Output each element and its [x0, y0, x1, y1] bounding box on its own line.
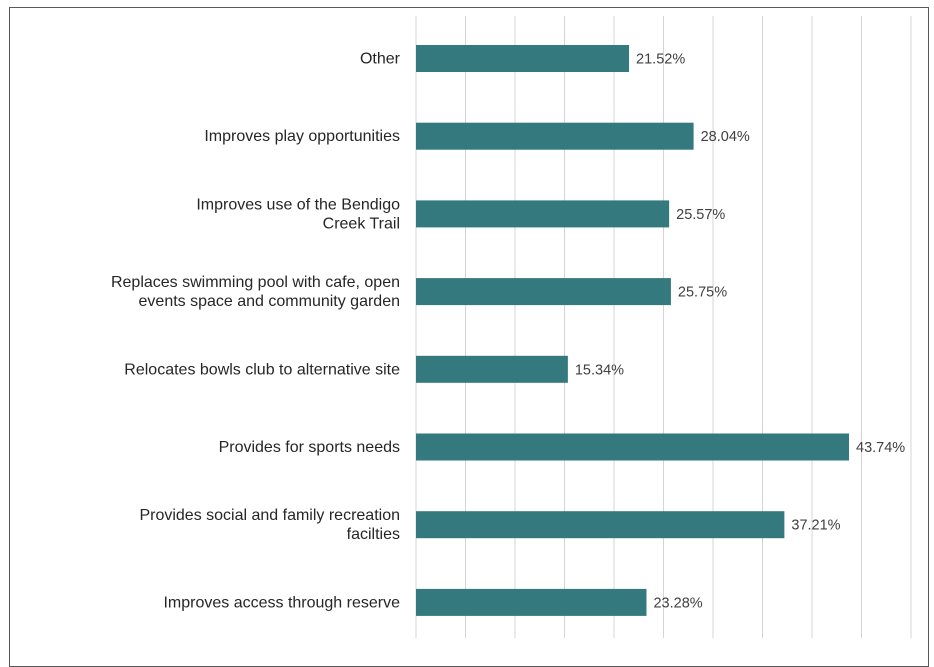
category-label-2-line-1: Creek Trail	[323, 215, 400, 232]
category-label-3-line-1: events space and community garden	[139, 293, 400, 310]
category-label-1-line-0: Improves play opportunities	[204, 128, 400, 145]
bar-5	[416, 433, 850, 461]
chart-frame: Other Improves play opportunities Improves…	[9, 7, 929, 667]
bar-3	[416, 278, 671, 306]
category-label-6-line-0: Provides social and family recreation	[139, 507, 400, 524]
bar-4	[416, 355, 568, 383]
category-label-7: Improves access through reserve	[163, 594, 400, 611]
bar-6	[416, 511, 785, 539]
category-label-2: Improves use of the Bendigo Creek Trail	[196, 196, 400, 232]
bar-chart: Other Improves play opportunities Improves…	[111, 16, 912, 638]
category-label-3: Replaces swimming pool with cafe, open ev…	[111, 274, 400, 310]
category-label-1: Improves play opportunities	[204, 128, 400, 145]
value-labels: 21.52% 28.04% 25.57% 25.75% 15.34% 43.74% 37.2…	[575, 52, 905, 612]
category-label-0-line-0: Other	[360, 51, 401, 68]
category-label-4: Relocates bowls club to alternative site	[124, 361, 400, 378]
bars	[416, 45, 850, 616]
category-label-4-line-0: Relocates bowls club to alternative site	[124, 361, 400, 378]
category-label-2-line-0: Improves use of the Bendigo	[196, 196, 400, 213]
value-label-4: 15.34%	[575, 362, 624, 378]
category-label-6: Provides social and family recreation fac…	[139, 507, 400, 543]
category-label-6-line-1: facilties	[347, 526, 400, 543]
category-label-5: Provides for sports needs	[219, 439, 400, 456]
value-label-6: 37.21%	[791, 518, 840, 534]
category-label-5-line-0: Provides for sports needs	[219, 439, 400, 456]
category-label-7-line-0: Improves access through reserve	[163, 594, 400, 611]
gridlines	[415, 16, 912, 638]
value-label-2: 25.57%	[676, 207, 725, 223]
value-label-7: 23.28%	[653, 595, 702, 611]
value-label-3: 25.75%	[678, 285, 727, 301]
bar-0	[416, 45, 630, 72]
category-label-3-line-0: Replaces swimming pool with cafe, open	[111, 274, 400, 291]
category-label-0: Other	[360, 51, 401, 68]
value-label-0: 21.52%	[636, 52, 685, 68]
value-label-5: 43.74%	[856, 440, 905, 456]
category-labels: Other Improves play opportunities Improves…	[111, 51, 401, 612]
bar-2	[416, 200, 670, 228]
bar-7	[416, 588, 647, 616]
bar-1	[416, 122, 694, 150]
value-label-1: 28.04%	[701, 129, 750, 145]
